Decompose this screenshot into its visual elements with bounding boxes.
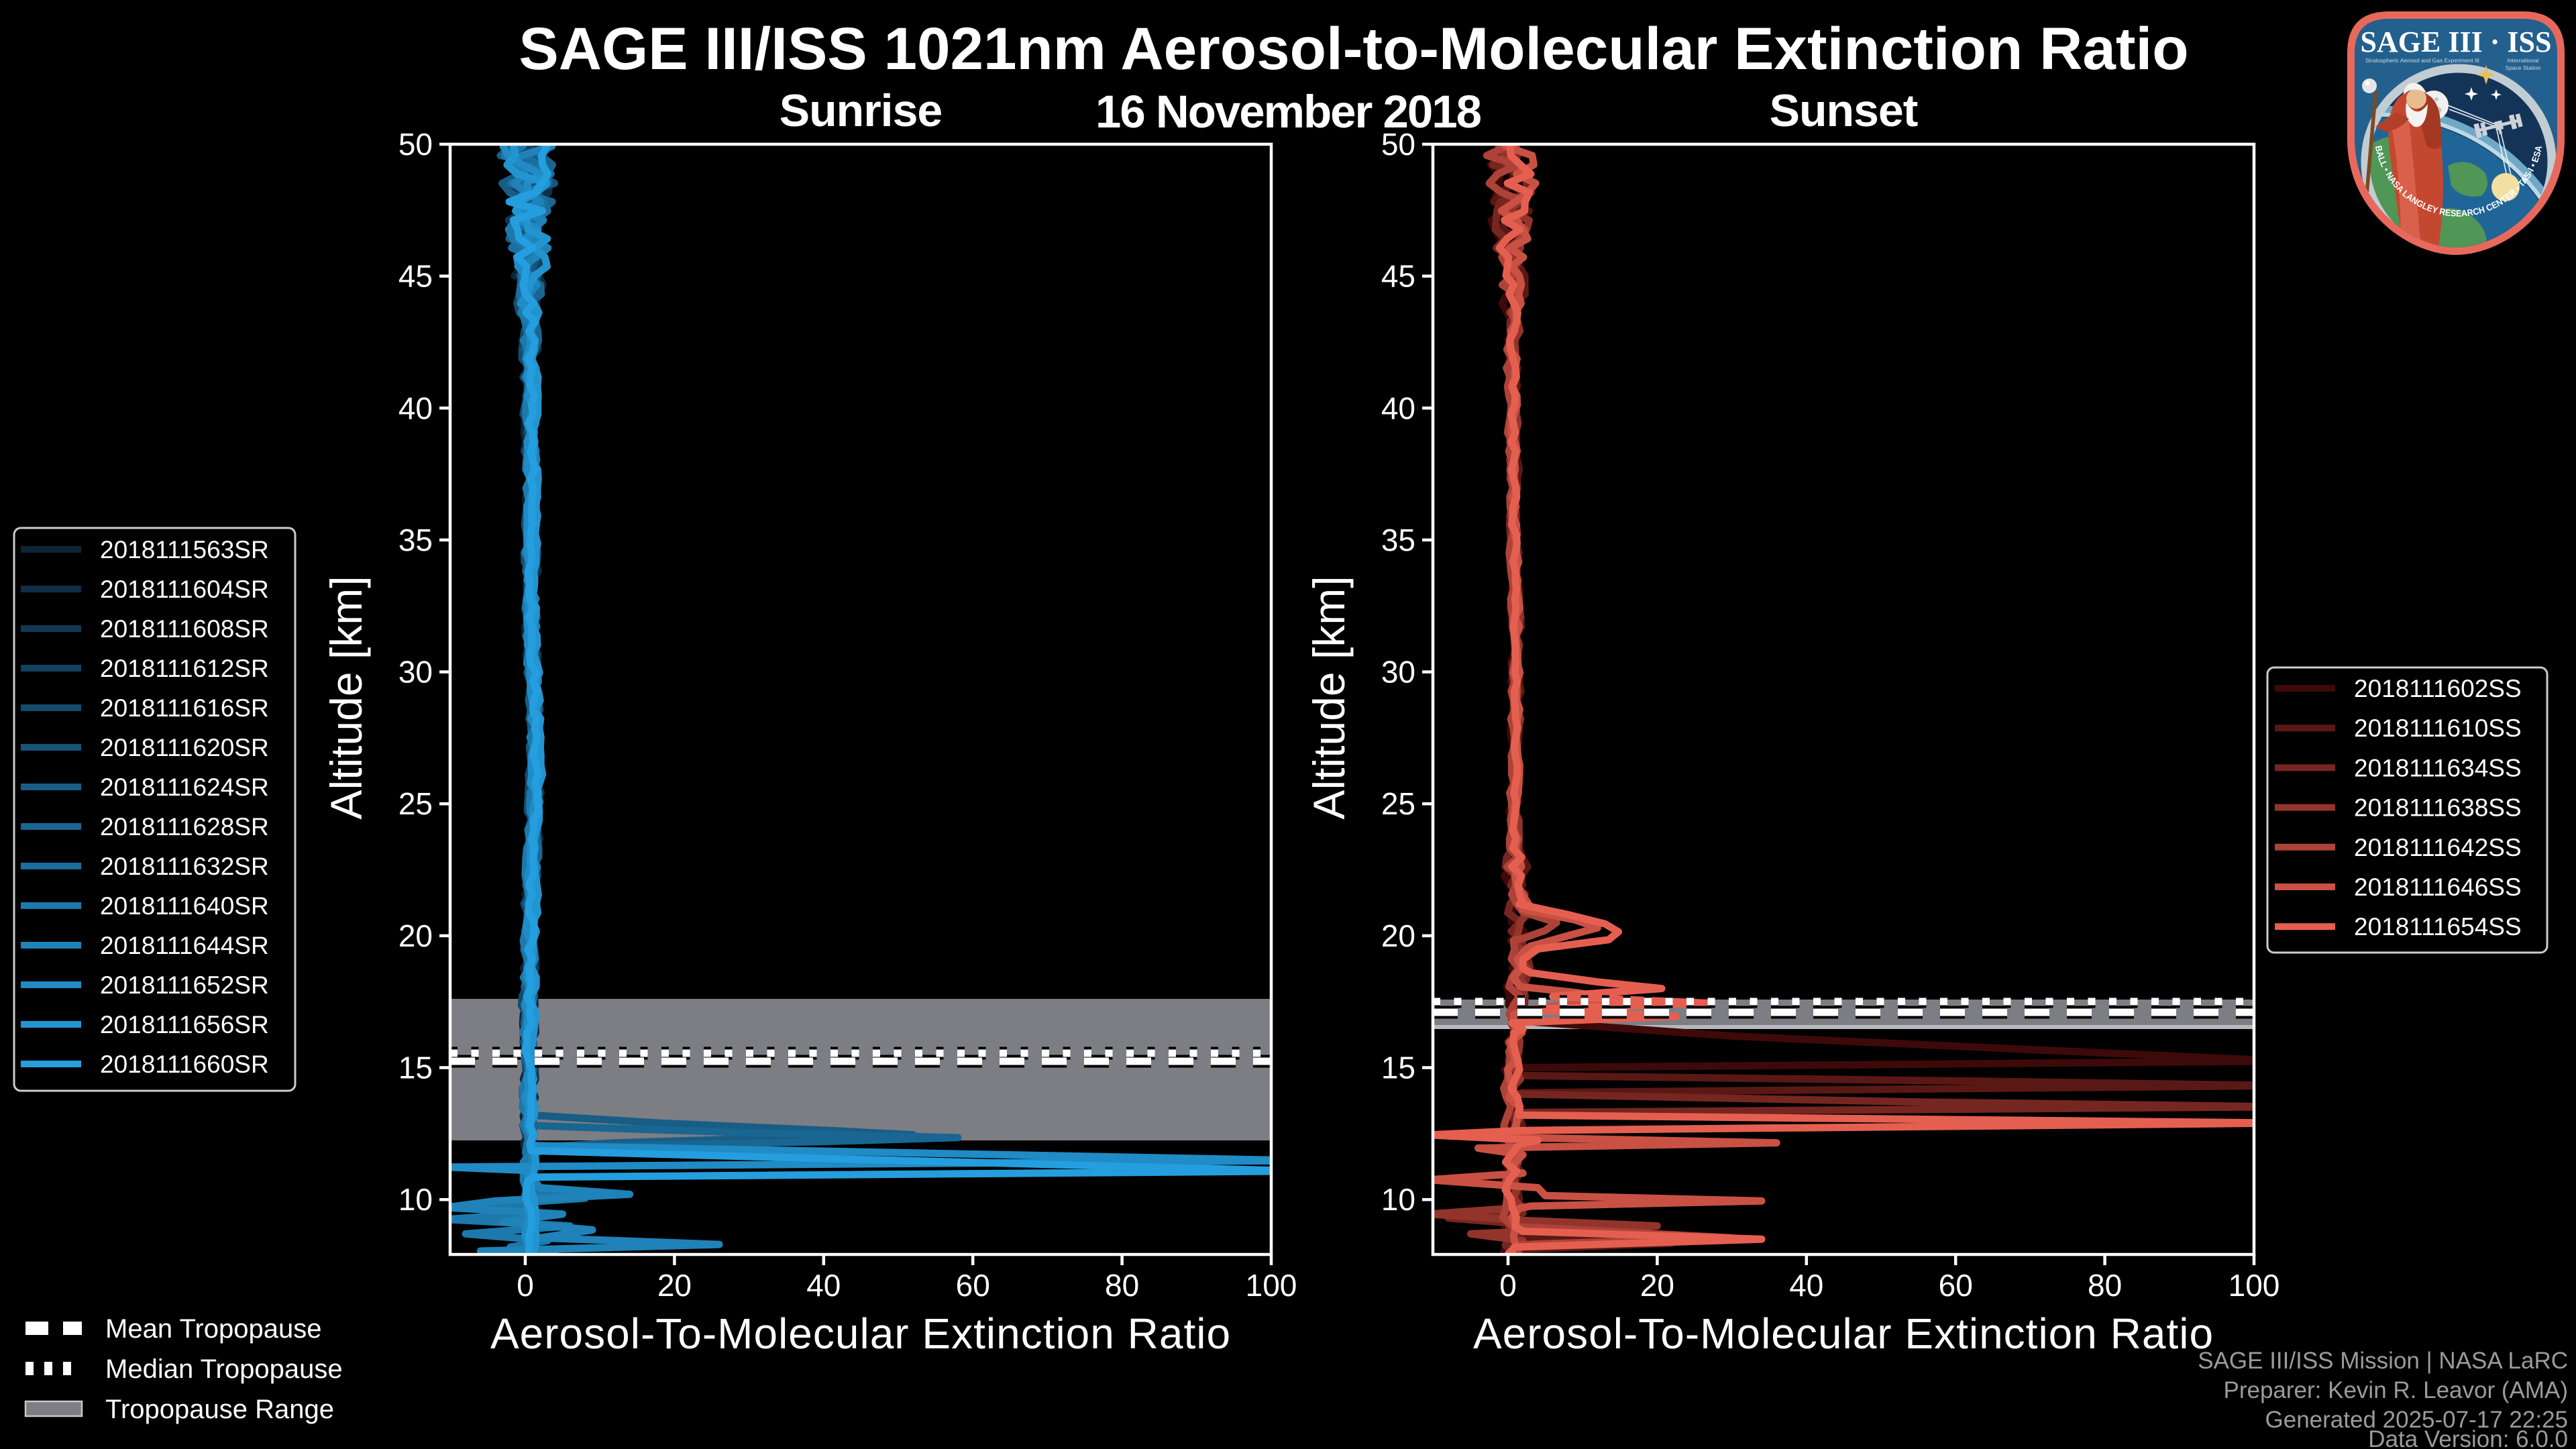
svg-text:35: 35: [398, 523, 433, 557]
svg-text:45: 45: [398, 259, 433, 294]
svg-text:50: 50: [398, 127, 433, 162]
svg-text:45: 45: [1381, 259, 1415, 294]
svg-text:40: 40: [1381, 390, 1415, 425]
svg-text:80: 80: [1105, 1268, 1139, 1303]
svg-text:SAGE III/ISS Mission | NASA La: SAGE III/ISS Mission | NASA LaRC: [2198, 1348, 2568, 1374]
svg-text:40: 40: [398, 390, 433, 425]
svg-text:2018111612SR: 2018111612SR: [100, 655, 269, 682]
svg-text:0: 0: [517, 1268, 534, 1303]
svg-text:Data Version: 6.0.0: Data Version: 6.0.0: [2368, 1426, 2568, 1449]
svg-text:20: 20: [1640, 1268, 1674, 1303]
svg-text:2018111642SS: 2018111642SS: [2354, 834, 2522, 861]
svg-text:80: 80: [2088, 1268, 2122, 1303]
svg-text:2018111634SS: 2018111634SS: [2354, 754, 2522, 782]
svg-text:Altitude [km]: Altitude [km]: [321, 576, 371, 819]
svg-text:10: 10: [398, 1182, 433, 1217]
svg-text:40: 40: [806, 1268, 841, 1303]
svg-text:Stratospheric Aerosol and Gas: Stratospheric Aerosol and Gas Experiment…: [2365, 57, 2479, 64]
svg-text:2018111632SR: 2018111632SR: [100, 853, 269, 880]
svg-text:Median Tropopause: Median Tropopause: [105, 1354, 343, 1384]
svg-text:25: 25: [398, 786, 433, 821]
svg-text:2018111638SS: 2018111638SS: [2354, 794, 2522, 822]
svg-text:Generated 2025-07-17 22:25: Generated 2025-07-17 22:25: [2265, 1407, 2568, 1433]
svg-text:2018111620SR: 2018111620SR: [100, 734, 269, 761]
svg-text:2018111610SS: 2018111610SS: [2354, 714, 2522, 742]
svg-text:Mean Tropopause: Mean Tropopause: [105, 1314, 321, 1344]
svg-text:2018111563SR: 2018111563SR: [100, 536, 269, 564]
svg-text:2018111640SR: 2018111640SR: [100, 892, 269, 920]
svg-text:2018111604SR: 2018111604SR: [100, 576, 269, 603]
svg-text:30: 30: [398, 655, 433, 690]
svg-text:0: 0: [1499, 1268, 1517, 1303]
svg-text:2018111628SR: 2018111628SR: [100, 813, 269, 841]
svg-text:60: 60: [956, 1268, 990, 1303]
svg-text:2018111660SR: 2018111660SR: [100, 1051, 269, 1078]
svg-text:2018111608SR: 2018111608SR: [100, 615, 269, 643]
svg-text:20: 20: [657, 1268, 692, 1303]
svg-text:100: 100: [1246, 1268, 1297, 1303]
svg-text:Space Station: Space Station: [2506, 64, 2541, 71]
svg-text:2018111616SR: 2018111616SR: [100, 694, 269, 722]
svg-text:15: 15: [398, 1051, 433, 1085]
svg-text:60: 60: [1939, 1268, 1973, 1303]
svg-text:2018111654SS: 2018111654SS: [2354, 913, 2522, 941]
svg-text:20: 20: [398, 918, 433, 953]
svg-text:Preparer: Kevin R. Leavor (AMA: Preparer: Kevin R. Leavor (AMA): [2223, 1377, 2568, 1403]
svg-text:2018111624SR: 2018111624SR: [100, 773, 269, 801]
svg-text:2018111652SR: 2018111652SR: [100, 971, 269, 999]
svg-text:35: 35: [1381, 523, 1415, 557]
svg-text:Aerosol-To-Molecular Extinctio: Aerosol-To-Molecular Extinction Ratio: [1473, 1309, 2214, 1358]
svg-text:Aerosol-To-Molecular Extinctio: Aerosol-To-Molecular Extinction Ratio: [490, 1309, 1231, 1358]
svg-text:2018111656SR: 2018111656SR: [100, 1011, 269, 1038]
svg-text:25: 25: [1381, 786, 1415, 821]
svg-text:Tropopause Range: Tropopause Range: [105, 1395, 334, 1424]
svg-text:SAGE III · ISS: SAGE III · ISS: [2361, 25, 2552, 58]
svg-text:15: 15: [1381, 1051, 1415, 1085]
svg-text:10: 10: [1381, 1182, 1415, 1217]
svg-text:Sunrise: Sunrise: [780, 85, 942, 136]
svg-text:International: International: [2508, 57, 2539, 64]
svg-text:30: 30: [1381, 655, 1415, 690]
svg-text:16 November 2018: 16 November 2018: [1095, 86, 1481, 138]
svg-text:40: 40: [1789, 1268, 1823, 1303]
svg-text:2018111644SR: 2018111644SR: [100, 932, 269, 959]
svg-text:50: 50: [1381, 127, 1415, 162]
svg-text:20: 20: [1381, 918, 1415, 953]
svg-text:SAGE III/ISS 1021nm Aerosol-to: SAGE III/ISS 1021nm Aerosol-to-Molecular…: [519, 15, 2188, 82]
svg-text:2018111646SS: 2018111646SS: [2354, 873, 2522, 901]
svg-text:100: 100: [2229, 1268, 2280, 1303]
svg-text:2018111602SS: 2018111602SS: [2354, 675, 2522, 702]
svg-text:Sunset: Sunset: [1770, 85, 1918, 136]
svg-text:Altitude [km]: Altitude [km]: [1304, 576, 1354, 819]
